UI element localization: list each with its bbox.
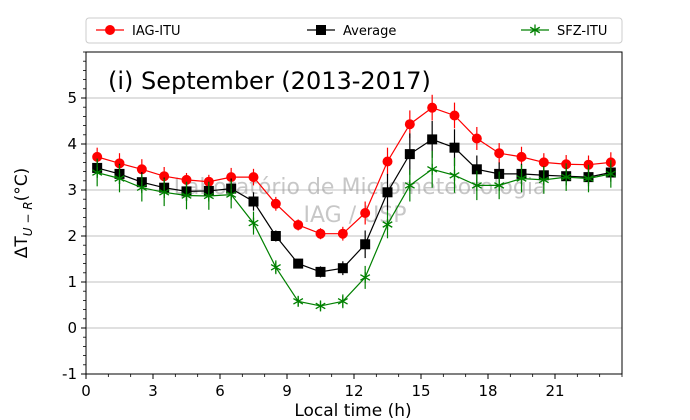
- data-point-sfz-itu: [494, 179, 505, 191]
- legend-marker-sfz-itu: [529, 24, 541, 36]
- data-point-sfz-itu: [248, 217, 259, 229]
- data-point-iag-itu: [516, 151, 527, 162]
- x-tick-label: 9: [282, 382, 292, 400]
- data-point-average: [248, 196, 259, 207]
- data-point-average: [360, 239, 371, 250]
- y-tick-label: 3: [67, 181, 77, 199]
- data-point-average: [427, 134, 438, 145]
- data-point-sfz-itu: [471, 179, 482, 191]
- x-tick-label: 12: [344, 382, 363, 400]
- data-point-sfz-itu: [538, 174, 549, 186]
- data-point-sfz-itu: [92, 167, 103, 179]
- data-point-sfz-itu: [337, 295, 348, 307]
- data-point-sfz-itu: [404, 179, 415, 191]
- legend-label-sfz-itu: SFZ-ITU: [557, 24, 607, 39]
- data-point-iag-itu: [248, 172, 259, 183]
- legend-entry-average: Average: [307, 24, 396, 39]
- data-point-iag-itu: [538, 157, 549, 168]
- data-point-sfz-itu: [181, 190, 192, 202]
- y-label-unit: (°C): [12, 168, 32, 202]
- y-tick-label: 0: [67, 319, 77, 337]
- data-point-average: [404, 149, 415, 160]
- y-axis-label: ΔTU − R(°C): [12, 168, 35, 258]
- svg-text:ΔTU − R(°C): ΔTU − R(°C): [12, 168, 35, 258]
- data-point-average: [449, 142, 460, 153]
- data-point-iag-itu: [494, 148, 505, 159]
- data-point-iag-itu: [293, 219, 304, 230]
- data-point-iag-itu: [315, 228, 326, 239]
- y-label-delta-t: ΔT: [12, 236, 32, 259]
- data-point-iag-itu: [427, 102, 438, 113]
- data-point-sfz-itu: [136, 182, 147, 194]
- legend-marker-average: [316, 25, 326, 35]
- data-point-sfz-itu: [605, 168, 616, 180]
- x-tick-label: 0: [81, 382, 91, 400]
- legend: IAG-ITU Average SFZ-ITU: [85, 17, 623, 44]
- y-tick-label: 2: [67, 227, 77, 245]
- data-point-sfz-itu: [315, 300, 326, 312]
- data-point-sfz-itu: [449, 169, 460, 181]
- data-point-iag-itu: [471, 133, 482, 144]
- x-tick-label: 15: [411, 382, 430, 400]
- legend-entry-iag-itu: IAG-ITU: [96, 24, 181, 39]
- data-point-average: [315, 266, 326, 277]
- x-axis-label: Local time (h): [294, 401, 411, 420]
- data-point-sfz-itu: [360, 271, 371, 283]
- grid-lines: [86, 97, 622, 375]
- y-tick-label: -1: [62, 365, 77, 383]
- x-tick-label: 6: [215, 382, 225, 400]
- data-point-sfz-itu: [270, 261, 281, 273]
- data-point-sfz-itu: [583, 173, 594, 184]
- data-point-iag-itu: [382, 156, 393, 167]
- data-point-iag-itu: [404, 119, 415, 130]
- legend-marker-iag-itu: [105, 25, 115, 35]
- data-point-iag-itu: [270, 198, 281, 209]
- y-tick-label: 1: [67, 273, 77, 291]
- watermark: Laboratório de Micrometeorologia IAG / U…: [174, 175, 547, 228]
- y-label-subscript: U − R: [21, 201, 35, 236]
- series-line-sfz-itu: [97, 168, 611, 307]
- data-point-sfz-itu: [226, 189, 237, 201]
- watermark-line-2: IAG / USP: [304, 203, 407, 228]
- data-point-sfz-itu: [293, 295, 304, 307]
- legend-label-average: Average: [343, 24, 396, 39]
- data-point-sfz-itu: [561, 171, 572, 183]
- data-point-iag-itu: [337, 228, 348, 239]
- data-point-iag-itu: [449, 110, 460, 121]
- legend-entry-sfz-itu: SFZ-ITU: [521, 24, 607, 39]
- data-point-sfz-itu: [159, 186, 170, 198]
- data-point-sfz-itu: [203, 190, 214, 202]
- data-point-average: [382, 187, 393, 198]
- x-tick-label: 3: [148, 382, 158, 400]
- data-point-sfz-itu: [427, 163, 438, 175]
- data-point-average: [337, 263, 348, 274]
- y-tick-label: 4: [67, 135, 77, 153]
- panel-title: (i) September (2013-2017): [108, 67, 431, 95]
- x-tick-label: 21: [545, 382, 564, 400]
- legend-label-iag-itu: IAG-ITU: [132, 24, 181, 39]
- data-point-sfz-itu: [382, 219, 393, 230]
- data-point-average: [270, 231, 281, 241]
- legend-box: [85, 17, 623, 44]
- data-point-sfz-itu: [516, 173, 527, 184]
- series-sfz-itu: [92, 150, 616, 312]
- data-point-average: [293, 258, 304, 269]
- data-point-iag-itu: [360, 208, 371, 218]
- series-group: [92, 94, 616, 312]
- y-tick-label: 5: [67, 89, 77, 107]
- x-tick-label: 18: [478, 382, 497, 400]
- data-point-sfz-itu: [114, 173, 125, 184]
